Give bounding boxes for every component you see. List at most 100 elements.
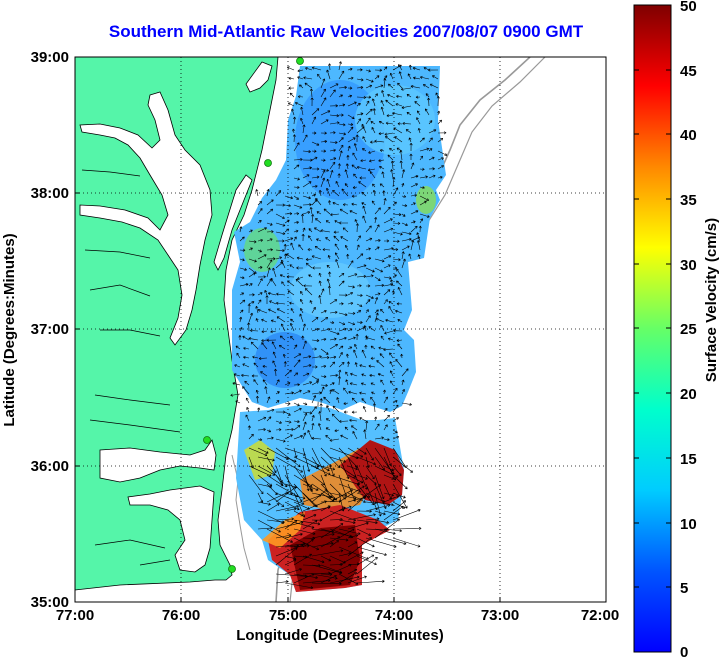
velocity-arrow (326, 187, 331, 197)
velocity-arrow (361, 202, 367, 206)
velocity-arrow (383, 264, 391, 269)
velocity-arrow (334, 243, 340, 251)
colorbar-tick-label: 25 (680, 321, 697, 338)
velocity-arrow (390, 169, 394, 179)
velocity-arrow (275, 222, 286, 227)
velocity-arrow (303, 76, 313, 80)
velocity-arrow (374, 292, 381, 296)
velocity-arrow (383, 227, 394, 233)
velocity-arrow (311, 116, 317, 125)
velocity-arrow (383, 218, 393, 224)
velocity-arrow (388, 301, 394, 305)
velocity-arrow (365, 299, 371, 305)
velocity-arrow (374, 217, 378, 224)
velocity-arrow (257, 249, 262, 253)
velocity-arrow (387, 94, 394, 98)
velocity-arrow (293, 389, 302, 395)
velocity-arrow (248, 312, 253, 323)
velocity-arrow (311, 542, 334, 548)
velocity-arrow (257, 447, 269, 454)
velocity-arrow (406, 94, 412, 98)
velocity-arrow (293, 344, 298, 350)
velocity-arrow (329, 537, 349, 542)
velocity-arrow (302, 411, 313, 415)
velocity-arrow (338, 321, 346, 326)
velocity-arrow (374, 297, 379, 305)
velocity-arrow (275, 391, 280, 395)
velocity-arrow (356, 244, 360, 251)
velocity-arrow (390, 160, 394, 170)
velocity-arrow (302, 203, 312, 207)
radar-station-marker (296, 57, 304, 65)
velocity-arrow (383, 239, 390, 243)
velocity-arrow (392, 465, 402, 476)
velocity-arrow (257, 220, 262, 224)
colorbar-tick-label: 50 (680, 0, 697, 15)
velocity-arrow (261, 338, 268, 342)
velocity-arrow (315, 198, 322, 206)
velocity-arrow (275, 438, 286, 443)
velocity-arrow (356, 456, 376, 466)
velocity-arrow (398, 64, 403, 71)
velocity-arrow (415, 95, 421, 99)
velocity-arrow (274, 368, 278, 377)
velocity-arrow (362, 148, 367, 152)
velocity-arrow (356, 474, 368, 480)
velocity-arrow (347, 336, 356, 341)
velocity-arrow (410, 220, 416, 224)
velocity-arrow (374, 283, 385, 287)
y-tick-label: 38:00 (31, 185, 69, 202)
river-inlets (81, 169, 181, 566)
velocity-arrow (266, 259, 273, 269)
velocity-arrow (365, 84, 373, 89)
velocity-arrow (296, 266, 304, 270)
velocity-arrow (395, 359, 403, 368)
velocity-arrow (378, 158, 385, 163)
velocity-arrow (329, 148, 336, 152)
y-tick-label: 37:00 (31, 321, 69, 338)
velocity-arrow (372, 108, 376, 116)
velocity-arrow (255, 305, 259, 314)
velocity-arrow (326, 278, 331, 287)
velocity-arrow (342, 227, 349, 233)
velocity-arrow (338, 103, 346, 107)
velocity-arrow (307, 429, 313, 440)
velocity-arrow (242, 363, 250, 368)
velocity-arrow (347, 273, 358, 278)
velocity-arrow (402, 122, 412, 126)
velocity-arrow (320, 288, 325, 296)
velocity-arrow (397, 82, 403, 89)
velocity-arrow (329, 320, 335, 325)
velocity-arrow (308, 235, 313, 242)
velocity-arrow (436, 96, 440, 107)
velocity-arrow (250, 329, 259, 333)
velocity-arrow (353, 349, 358, 359)
velocity-arrow (272, 351, 277, 359)
velocity-arrow (427, 97, 431, 107)
velocity-arrow (401, 182, 405, 188)
velocity-arrow (275, 400, 280, 404)
velocity-arrow (338, 132, 347, 136)
colorbar-ticks (634, 4, 671, 588)
y-axis-label: Latitude (Degrees:Minutes) (1, 233, 18, 426)
velocity-arrow (347, 521, 369, 530)
velocity-arrow (338, 61, 342, 71)
velocity-arrow (408, 253, 412, 260)
velocity-arrow (356, 546, 387, 556)
velocity-arrow (382, 389, 386, 395)
velocity-arrow (311, 255, 322, 260)
velocity-arrow (355, 223, 359, 233)
velocity-arrow (401, 222, 408, 226)
velocity-arrow (289, 92, 295, 98)
velocity-arrow (260, 371, 268, 377)
radar-station-marker (203, 436, 211, 444)
velocity-arrow (347, 94, 353, 98)
velocity-arrow (311, 156, 318, 161)
velocity-arrow (401, 379, 405, 386)
velocity-arrow (347, 541, 358, 548)
velocity-arrow (311, 175, 320, 179)
velocity-arrow (248, 447, 268, 457)
velocity-arrow (292, 116, 297, 125)
velocity-arrow (293, 407, 302, 413)
velocity-arrow (325, 418, 331, 422)
